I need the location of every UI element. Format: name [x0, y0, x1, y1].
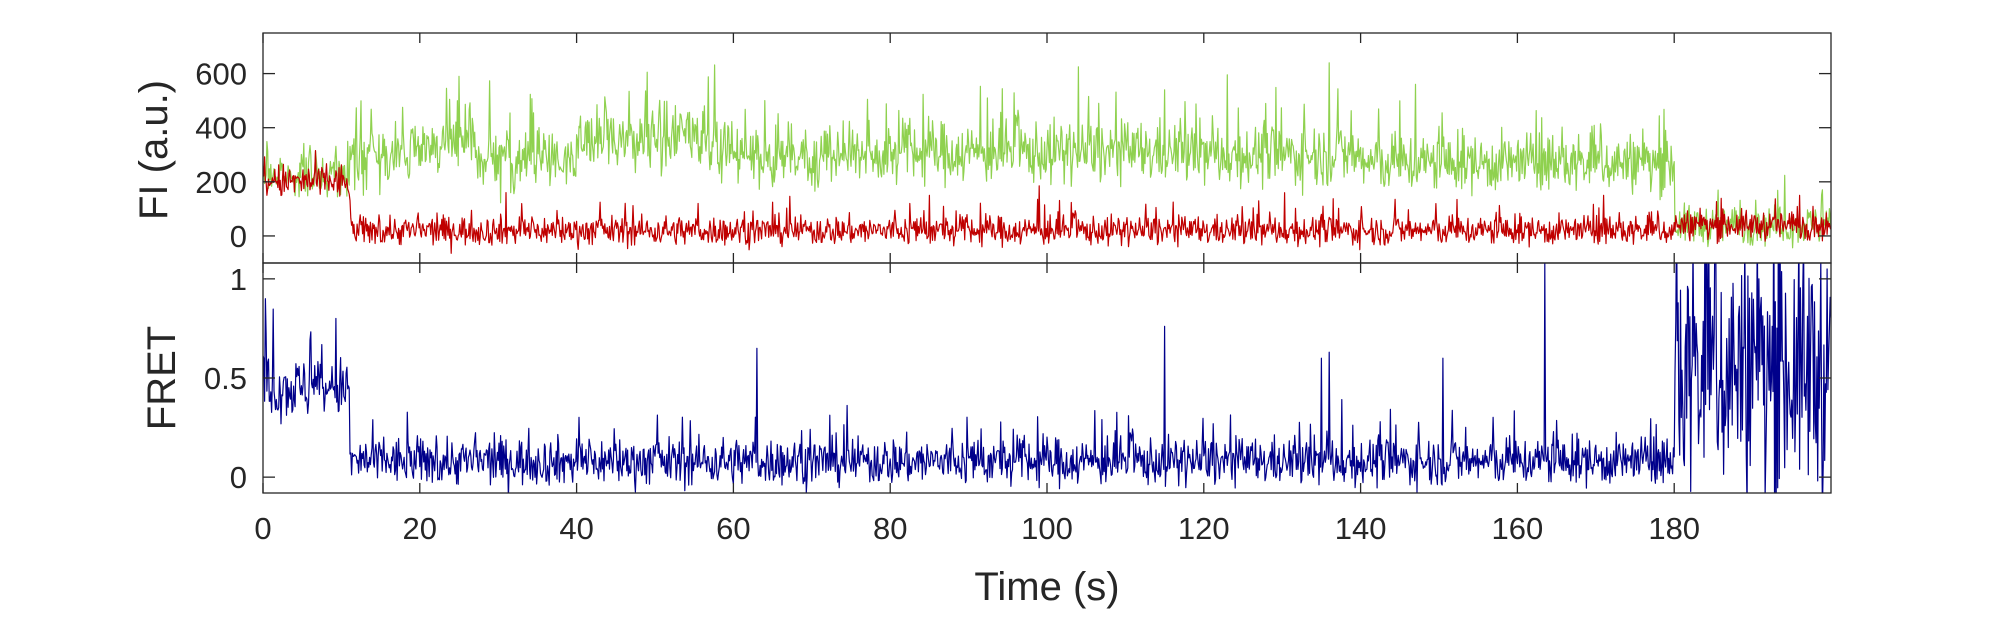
fret-axes-box [262, 262, 1832, 494]
y-tick-label: 0 [230, 460, 247, 495]
y-tick-label: 200 [195, 165, 247, 200]
intensity-axis-ticks: 0 200 400 600 [195, 33, 1831, 263]
fret-axis-label: FRET [140, 326, 184, 430]
intensity-traces [263, 62, 1831, 254]
y-tick-label: 400 [195, 111, 247, 146]
fret-axis-ticks: 0 0.5 1 0 20 40 60 80 100 120 140 160 180 [204, 262, 1831, 546]
fret-trace [263, 263, 1831, 493]
x-tick-label: 40 [559, 511, 593, 546]
x-tick-label: 60 [716, 511, 750, 546]
y-tick-label: 600 [195, 57, 247, 92]
x-tick-label: 140 [1335, 511, 1387, 546]
y-tick-label: 1 [230, 262, 247, 297]
x-tick-label: 160 [1492, 511, 1544, 546]
y-tick-label: 0 [230, 219, 247, 254]
intensity-axis-label: FI (a.u.) [132, 80, 176, 220]
x-tick-label: 20 [403, 511, 437, 546]
time-axis-label: Time (s) [974, 565, 1119, 609]
x-tick-label: 100 [1021, 511, 1073, 546]
x-tick-label: 80 [873, 511, 907, 546]
x-tick-label: 120 [1178, 511, 1230, 546]
x-tick-label: 0 [254, 511, 271, 546]
fret-panel: 0 0.5 1 0 20 40 60 80 100 120 140 160 180 FRET [140, 262, 1832, 546]
x-tick-label: 180 [1648, 511, 1700, 546]
donor-trace [263, 62, 1831, 249]
acceptor-trace [263, 150, 1831, 254]
fret-traces [263, 263, 1831, 493]
y-tick-label: 0.5 [204, 361, 247, 396]
